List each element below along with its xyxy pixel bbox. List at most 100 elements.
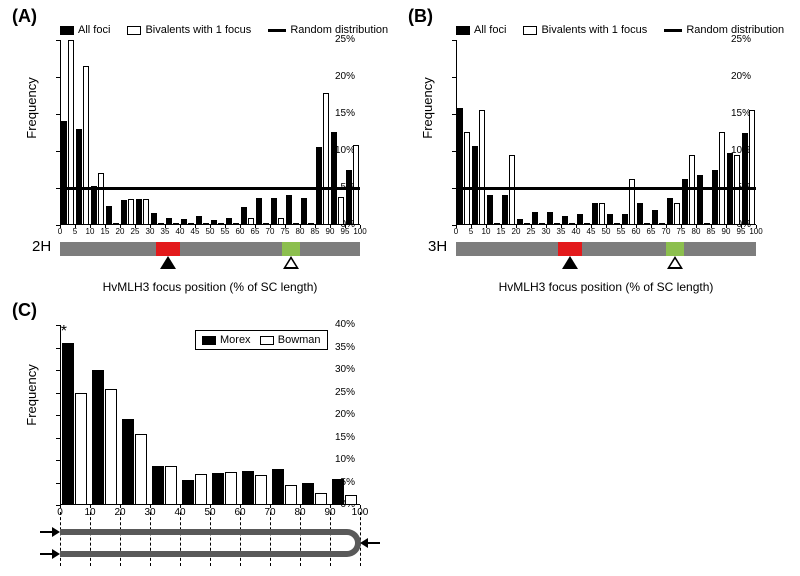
bar-biv1 <box>674 203 680 225</box>
chrom-seg <box>60 242 156 256</box>
bar-allfoci <box>697 175 703 225</box>
tick <box>300 505 301 508</box>
bar-allfoci <box>517 219 523 225</box>
legend-swatch-solid <box>60 26 74 35</box>
tick-label: 25% <box>325 387 355 398</box>
chrom-seg <box>300 242 360 256</box>
bar-biv1 <box>203 223 209 225</box>
tick-label: 80 <box>293 227 307 236</box>
tick-label: 50 <box>203 227 217 236</box>
bar-biv1 <box>734 155 740 225</box>
bar-biv1 <box>158 223 164 225</box>
chrom-seg <box>684 242 756 256</box>
legend-swatch-solid <box>456 26 470 35</box>
bar-bowman <box>195 474 207 506</box>
bar-morex <box>332 479 344 505</box>
bar-biv1 <box>293 223 299 225</box>
tick-label: 30% <box>325 364 355 375</box>
tick-label: 45 <box>584 227 598 236</box>
bar-biv1 <box>173 223 179 225</box>
bar-allfoci <box>592 203 598 225</box>
legend-label-biv1: Bivalents with 1 focus <box>541 24 647 36</box>
bar-biv1 <box>323 93 329 225</box>
bar-biv1 <box>719 132 725 225</box>
tick-label: 95 <box>338 227 352 236</box>
tick <box>56 483 60 484</box>
tick <box>180 505 181 508</box>
bar-bowman <box>75 393 87 506</box>
bar-allfoci <box>226 218 232 225</box>
tick <box>486 225 487 228</box>
bar-biv1 <box>569 223 575 225</box>
tick-label: 15% <box>325 108 355 119</box>
tick-label: 75 <box>674 227 688 236</box>
tick-label: 95 <box>734 227 748 236</box>
tick <box>621 225 622 228</box>
tick <box>360 505 361 508</box>
tick <box>452 151 456 152</box>
tick <box>330 225 331 228</box>
tick-label: 80 <box>689 227 703 236</box>
bar-allfoci <box>622 214 628 225</box>
legend-swatch-line <box>664 29 682 32</box>
tick-label: 20 <box>509 227 523 236</box>
bar-morex <box>212 473 224 505</box>
arrow-icon <box>360 538 368 548</box>
bar-biv1 <box>188 223 194 225</box>
legend-swatch-line <box>268 29 286 32</box>
tick <box>165 225 166 228</box>
bar-allfoci <box>106 206 112 225</box>
tick <box>452 114 456 115</box>
tick <box>240 505 241 508</box>
tick <box>606 225 607 228</box>
chrom-centromere <box>156 242 180 256</box>
guide <box>240 512 241 566</box>
chrom-nor <box>666 242 684 256</box>
tick-label: 10% <box>325 145 355 156</box>
guide <box>270 512 271 566</box>
bar-bowman <box>255 475 267 505</box>
bar-allfoci <box>562 216 568 225</box>
bar-biv1 <box>704 223 710 225</box>
tick <box>56 40 60 41</box>
tick <box>285 225 286 228</box>
tick <box>330 505 331 508</box>
legend-swatch-open <box>260 336 274 345</box>
tick-label: 15% <box>325 432 355 443</box>
bar-allfoci <box>286 195 292 225</box>
tick <box>546 225 547 228</box>
tick-label: 15% <box>721 108 751 119</box>
bar-biv1 <box>644 223 650 225</box>
tick <box>56 438 60 439</box>
chrom-nor <box>282 242 300 256</box>
chrom-seg <box>456 242 558 256</box>
panel-label-a: (A) <box>12 6 37 27</box>
tick <box>591 225 592 228</box>
tick <box>225 225 226 228</box>
chrom-centromere <box>558 242 582 256</box>
legend-label-allfoci: All foci <box>78 24 110 36</box>
tick-label: 25 <box>128 227 142 236</box>
bar-allfoci <box>151 213 157 225</box>
bar-biv1 <box>353 145 359 225</box>
arrow-icon <box>52 549 60 559</box>
tick-label: 40% <box>325 319 355 330</box>
bar-bowman <box>285 485 297 505</box>
tick <box>756 225 757 228</box>
guide <box>120 512 121 566</box>
bar-allfoci <box>211 220 217 225</box>
tick <box>135 225 136 228</box>
bar-allfoci <box>241 207 247 226</box>
bar-biv1 <box>539 223 545 225</box>
tick <box>561 225 562 228</box>
tick-label: 100 <box>749 227 763 236</box>
bar-allfoci <box>547 212 553 225</box>
tick-label: 90 <box>719 227 733 236</box>
bar-allfoci <box>136 199 142 225</box>
chromosome-3h: 3H <box>456 240 756 280</box>
tick-label: 65 <box>644 227 658 236</box>
tick-label: 35 <box>554 227 568 236</box>
tick <box>180 225 181 228</box>
bar-allfoci <box>346 170 352 225</box>
tick-label: 55 <box>614 227 628 236</box>
